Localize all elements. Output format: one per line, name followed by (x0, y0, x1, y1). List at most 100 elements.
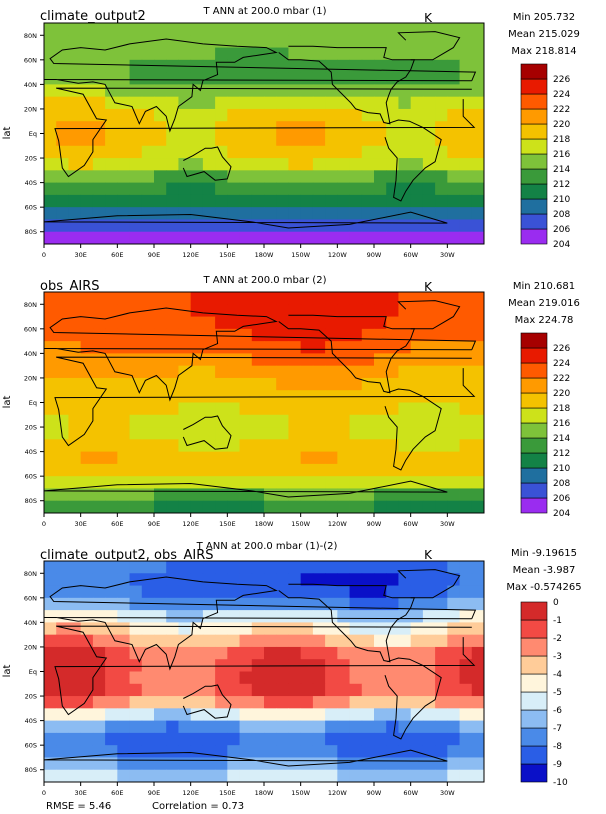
colorbar-label: 204 (553, 240, 570, 250)
field-cell (398, 573, 412, 586)
field-cell (300, 500, 314, 514)
field-cell (117, 390, 130, 403)
coastline (278, 45, 416, 125)
field-cell (471, 671, 485, 685)
field-cell (264, 769, 277, 783)
field-cell (141, 597, 155, 611)
field-cell (166, 207, 179, 220)
x-tick-label: 150E (219, 251, 236, 259)
field-cell (129, 47, 143, 61)
field-cell (386, 158, 399, 171)
field-cell (312, 671, 326, 685)
field-cell (361, 634, 375, 648)
field-cell (190, 573, 204, 586)
field-cell (435, 365, 448, 379)
field-cell (459, 683, 473, 697)
field-cell (92, 585, 106, 599)
field-cell (349, 769, 363, 783)
coastline (384, 657, 442, 740)
field-cell (398, 47, 412, 61)
field-cell (398, 231, 412, 245)
colorbar: -10-9-8-7-6-5-4-3-2-10 (520, 598, 568, 788)
field-cell (337, 488, 350, 502)
field-cell (141, 170, 155, 184)
field-cell (80, 316, 94, 330)
field-cell (422, 316, 436, 330)
field-cell (300, 732, 314, 746)
field-cell (202, 634, 216, 648)
field-cell (337, 231, 350, 245)
field-cell (80, 35, 94, 48)
colorbar-label: 222 (553, 374, 570, 384)
field-cell (337, 219, 350, 233)
field-cell (300, 708, 314, 722)
field-cell (129, 72, 143, 85)
field-cell (141, 696, 155, 709)
field-cell (398, 561, 412, 574)
field-cell (117, 353, 130, 367)
field-cell (264, 341, 277, 354)
difference-field (44, 561, 485, 783)
field-cell (361, 427, 375, 440)
field-cell (264, 439, 277, 453)
coastline (54, 625, 476, 716)
field-cell (44, 182, 57, 196)
field-cell (239, 23, 253, 36)
field-cell (398, 414, 412, 428)
y-tick-label: 80N (24, 32, 37, 40)
x-tick-label: 30W (440, 789, 455, 797)
field-cell (202, 463, 216, 477)
field-cell (374, 231, 387, 245)
field-cell (276, 59, 289, 73)
field-cell (337, 353, 350, 367)
field-cell (202, 121, 216, 134)
field-cell (374, 696, 387, 709)
field-cell (190, 108, 204, 122)
field-cell (410, 732, 424, 746)
field-cell (117, 671, 130, 685)
field-cell (92, 561, 106, 574)
field-cell (141, 207, 155, 220)
field-cell (129, 500, 143, 514)
field-cell (471, 23, 485, 36)
field-cell (239, 402, 253, 416)
stat-mean: Mean -3.987 (513, 565, 576, 576)
field-cell (325, 463, 338, 477)
field-cell (398, 757, 412, 771)
field-cell (361, 402, 375, 416)
field-cell (251, 133, 265, 147)
field-cell (105, 292, 118, 305)
field-cell (276, 292, 289, 305)
field-cell (44, 145, 57, 159)
field-cell (190, 634, 204, 648)
field-cell (117, 414, 130, 428)
field-cell (398, 341, 412, 354)
colorbar-swatch (520, 362, 548, 379)
field-cell (129, 732, 143, 746)
colorbar-label: 210 (553, 464, 570, 474)
field-cell (422, 646, 436, 660)
field-cell (129, 121, 143, 134)
field-cell (386, 182, 399, 196)
field-cell (264, 745, 277, 758)
field-cell (239, 84, 253, 98)
field-cell (141, 622, 155, 636)
field-cell (288, 158, 302, 171)
field-cell (190, 427, 204, 440)
field-cell (105, 47, 118, 61)
field-cell (190, 133, 204, 147)
field-cell (129, 23, 143, 36)
field-cell (239, 427, 253, 440)
field-cell (239, 231, 253, 245)
field-cell (435, 377, 448, 391)
field-cell (215, 671, 228, 685)
field-cell (190, 683, 204, 697)
field-cell (56, 121, 69, 134)
field-cell (410, 500, 424, 514)
field-cell (117, 182, 130, 196)
field-cell (117, 659, 130, 672)
field-cell (276, 328, 289, 342)
field-cell (117, 328, 130, 342)
field-cell (386, 610, 399, 623)
y-axis-label: lat (2, 396, 13, 409)
